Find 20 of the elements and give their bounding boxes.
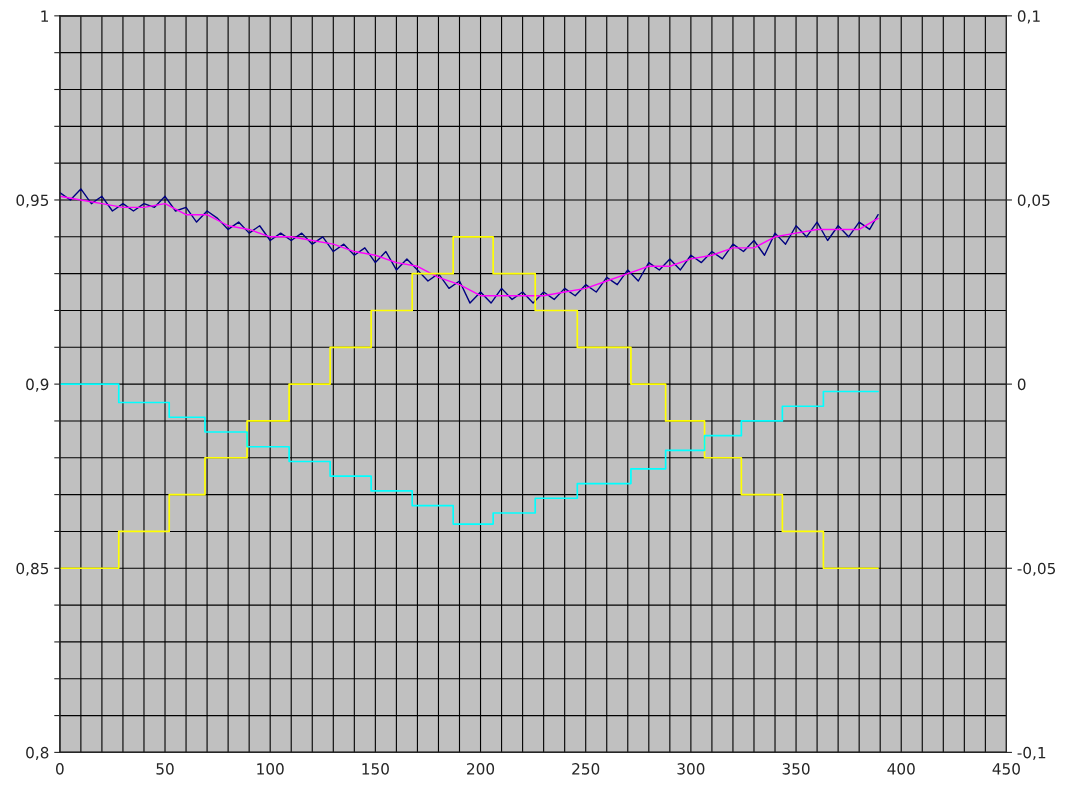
x-tick-label: 50 — [156, 763, 174, 775]
x-tick-label: 0 — [55, 763, 64, 775]
x-tick-label: 250 — [572, 763, 600, 775]
y2-tick-label: -0,05 — [1017, 562, 1056, 576]
y2-tick-label: -0,1 — [1017, 746, 1046, 760]
x-tick-label: 350 — [782, 763, 810, 775]
x-tick-label: 200 — [467, 763, 495, 775]
x-tick-label: 400 — [887, 763, 915, 775]
y-tick-label: 0,8 — [26, 746, 49, 760]
x-tick-label: 300 — [677, 763, 705, 775]
x-tick-label: 100 — [257, 763, 284, 775]
y-tick-label: 1 — [41, 10, 49, 22]
y2-tick-label: 0 — [1017, 378, 1026, 391]
y-tick-label: 0,95 — [16, 194, 49, 208]
x-tick-label: 150 — [362, 763, 389, 775]
y-tick-label: 0,85 — [16, 562, 49, 576]
y2-tick-label: 0,05 — [1017, 194, 1050, 208]
y2-tick-label: 0,1 — [1017, 10, 1040, 24]
y-tick-label: 0,9 — [26, 378, 49, 392]
x-tick-label: 450 — [992, 763, 1020, 775]
